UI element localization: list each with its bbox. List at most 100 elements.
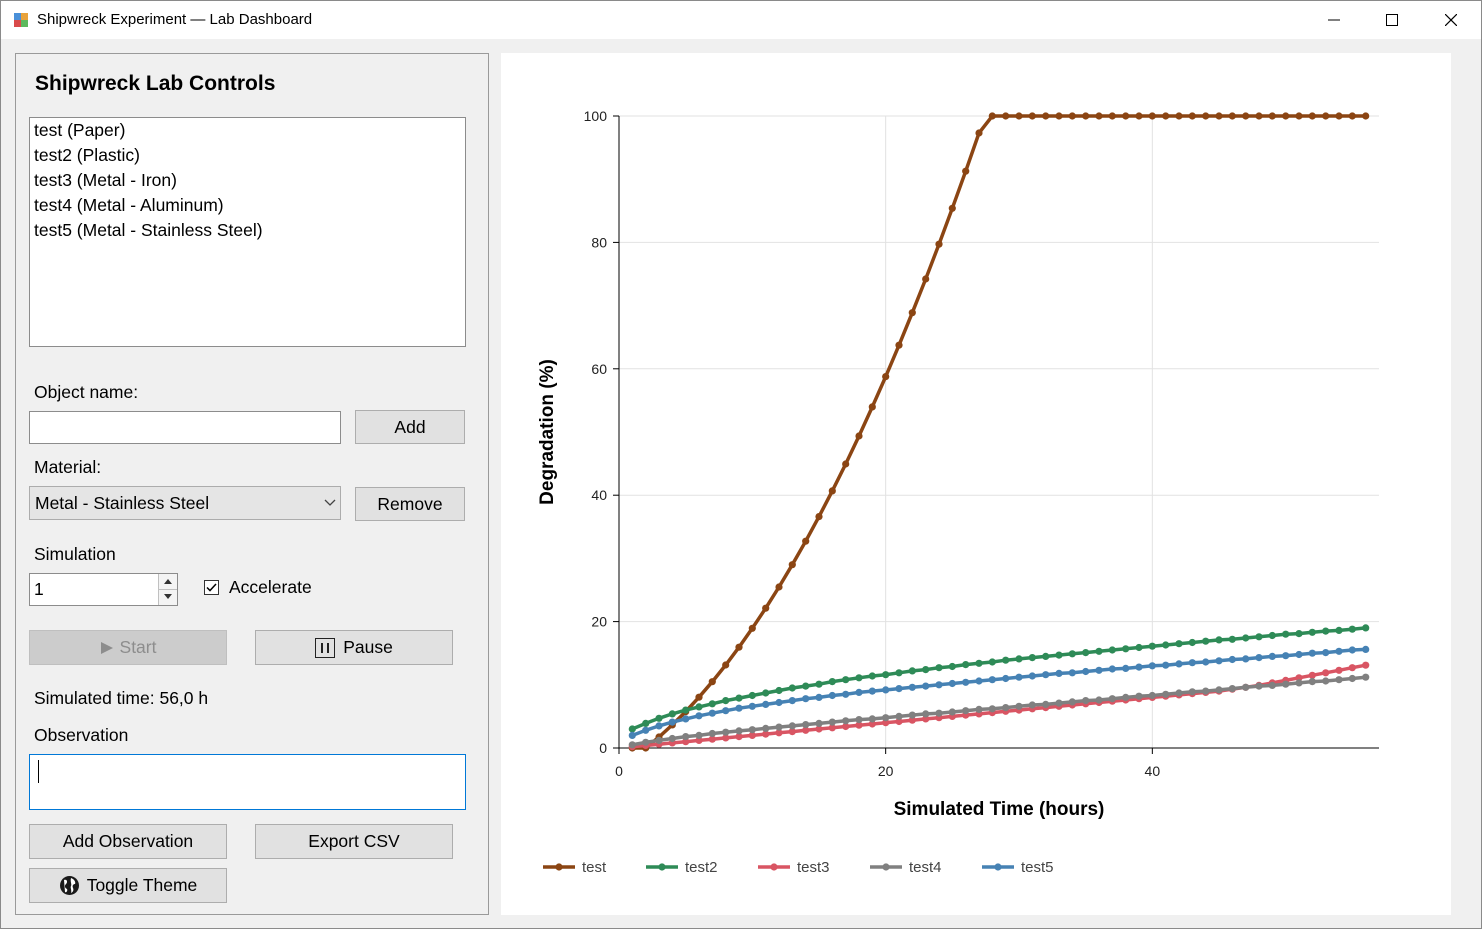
data-point: [868, 715, 876, 723]
title-bar[interactable]: Shipwreck Experiment — Lab Dashboard: [1, 1, 1481, 39]
data-point: [775, 686, 783, 695]
accelerate-label[interactable]: Accelerate: [229, 577, 312, 597]
maximize-button[interactable]: [1363, 1, 1421, 39]
data-point: [908, 716, 916, 724]
controls-panel: Shipwreck Lab Controls test (Paper) test…: [15, 53, 489, 915]
legend-marker: [994, 863, 1002, 871]
legend-marker: [882, 863, 890, 871]
data-point: [1028, 701, 1036, 709]
data-point: [1068, 650, 1076, 658]
data-point: [922, 666, 930, 674]
list-item[interactable]: test4 (Metal - Aluminum): [34, 195, 224, 215]
data-point: [1015, 112, 1023, 120]
y-tick-label: 20: [591, 614, 607, 630]
list-item[interactable]: test (Paper): [34, 120, 126, 140]
export-csv-button[interactable]: Export CSV: [255, 824, 453, 859]
data-point: [1308, 678, 1316, 686]
data-point: [1255, 633, 1263, 641]
app-icon: [14, 13, 28, 27]
data-point: [1082, 112, 1090, 120]
data-point: [988, 676, 996, 684]
series-test2: [628, 624, 1370, 733]
close-button[interactable]: [1422, 1, 1480, 39]
legend-marker: [555, 863, 563, 871]
y-tick-label: 100: [584, 108, 608, 124]
data-point: [1308, 671, 1316, 679]
speed-value: 1: [34, 579, 44, 599]
caret-down-icon: [164, 594, 172, 599]
x-axis-label: Simulated Time (hours): [894, 799, 1105, 820]
data-point: [1135, 663, 1143, 671]
data-point: [1322, 677, 1330, 685]
data-point: [962, 707, 970, 715]
add-button[interactable]: Add: [355, 410, 465, 444]
data-point: [948, 679, 956, 688]
data-point: [1255, 112, 1263, 120]
objects-listbox[interactable]: test (Paper) test2 (Plastic) test3 (Meta…: [29, 117, 466, 347]
data-point: [628, 725, 636, 733]
series-test4: [628, 673, 1370, 749]
spin-down-button[interactable]: [159, 589, 177, 604]
legend-marker: [658, 863, 666, 871]
data-point: [708, 700, 716, 708]
observation-input[interactable]: [29, 754, 466, 810]
speed-stepper[interactable]: 1: [29, 573, 178, 606]
toggle-theme-button[interactable]: Toggle Theme: [29, 868, 227, 903]
data-point: [775, 729, 783, 737]
add-observation-button[interactable]: Add Observation: [29, 824, 227, 859]
data-point: [1215, 112, 1223, 120]
data-point: [1228, 635, 1236, 643]
minimize-icon: [1328, 19, 1340, 21]
data-point: [1188, 688, 1196, 696]
list-item[interactable]: test5 (Metal - Stainless Steel): [34, 220, 263, 240]
data-point: [735, 733, 743, 741]
data-point: [868, 403, 876, 411]
minimize-button[interactable]: [1305, 1, 1363, 39]
data-point: [1348, 664, 1356, 672]
data-point: [1268, 681, 1276, 690]
data-point: [735, 704, 743, 712]
data-point: [762, 689, 770, 697]
data-point: [935, 681, 943, 689]
list-item[interactable]: test2 (Plastic): [34, 145, 140, 165]
data-point: [1042, 112, 1050, 120]
material-select[interactable]: Metal - Stainless Steel: [29, 486, 341, 520]
data-point: [722, 728, 730, 736]
data-point: [1055, 651, 1063, 659]
data-point: [1335, 112, 1343, 120]
spin-up-button[interactable]: [159, 574, 177, 590]
legend-marker: [770, 863, 778, 871]
object-name-input[interactable]: [29, 411, 341, 444]
data-point: [842, 722, 850, 731]
pause-icon: [315, 637, 336, 658]
data-point: [1362, 673, 1370, 681]
pause-button[interactable]: Pause: [255, 630, 453, 665]
accelerate-checkbox[interactable]: [204, 580, 219, 595]
data-point: [802, 682, 810, 690]
data-point: [1242, 655, 1250, 663]
data-point: [668, 734, 676, 743]
data-point: [828, 724, 836, 732]
data-point: [935, 709, 943, 717]
data-point: [1108, 665, 1116, 673]
data-point: [748, 726, 756, 734]
y-tick-label: 60: [591, 361, 607, 377]
maximize-icon: [1386, 14, 1398, 26]
series-test5: [628, 645, 1370, 740]
data-point: [1095, 112, 1103, 120]
data-point: [1015, 655, 1023, 663]
start-button: Start: [29, 630, 227, 665]
data-point: [895, 669, 903, 677]
list-item[interactable]: test3 (Metal - Iron): [34, 170, 177, 190]
data-point: [815, 513, 823, 521]
legend-label: test: [582, 859, 607, 876]
data-point: [882, 686, 890, 694]
data-point: [1255, 654, 1263, 662]
data-point: [1322, 649, 1330, 657]
data-point: [1108, 646, 1116, 654]
data-point: [908, 711, 916, 719]
data-point: [815, 680, 823, 688]
series-line-test: [632, 114, 1366, 750]
remove-button[interactable]: Remove: [355, 487, 465, 521]
data-point: [828, 678, 836, 686]
